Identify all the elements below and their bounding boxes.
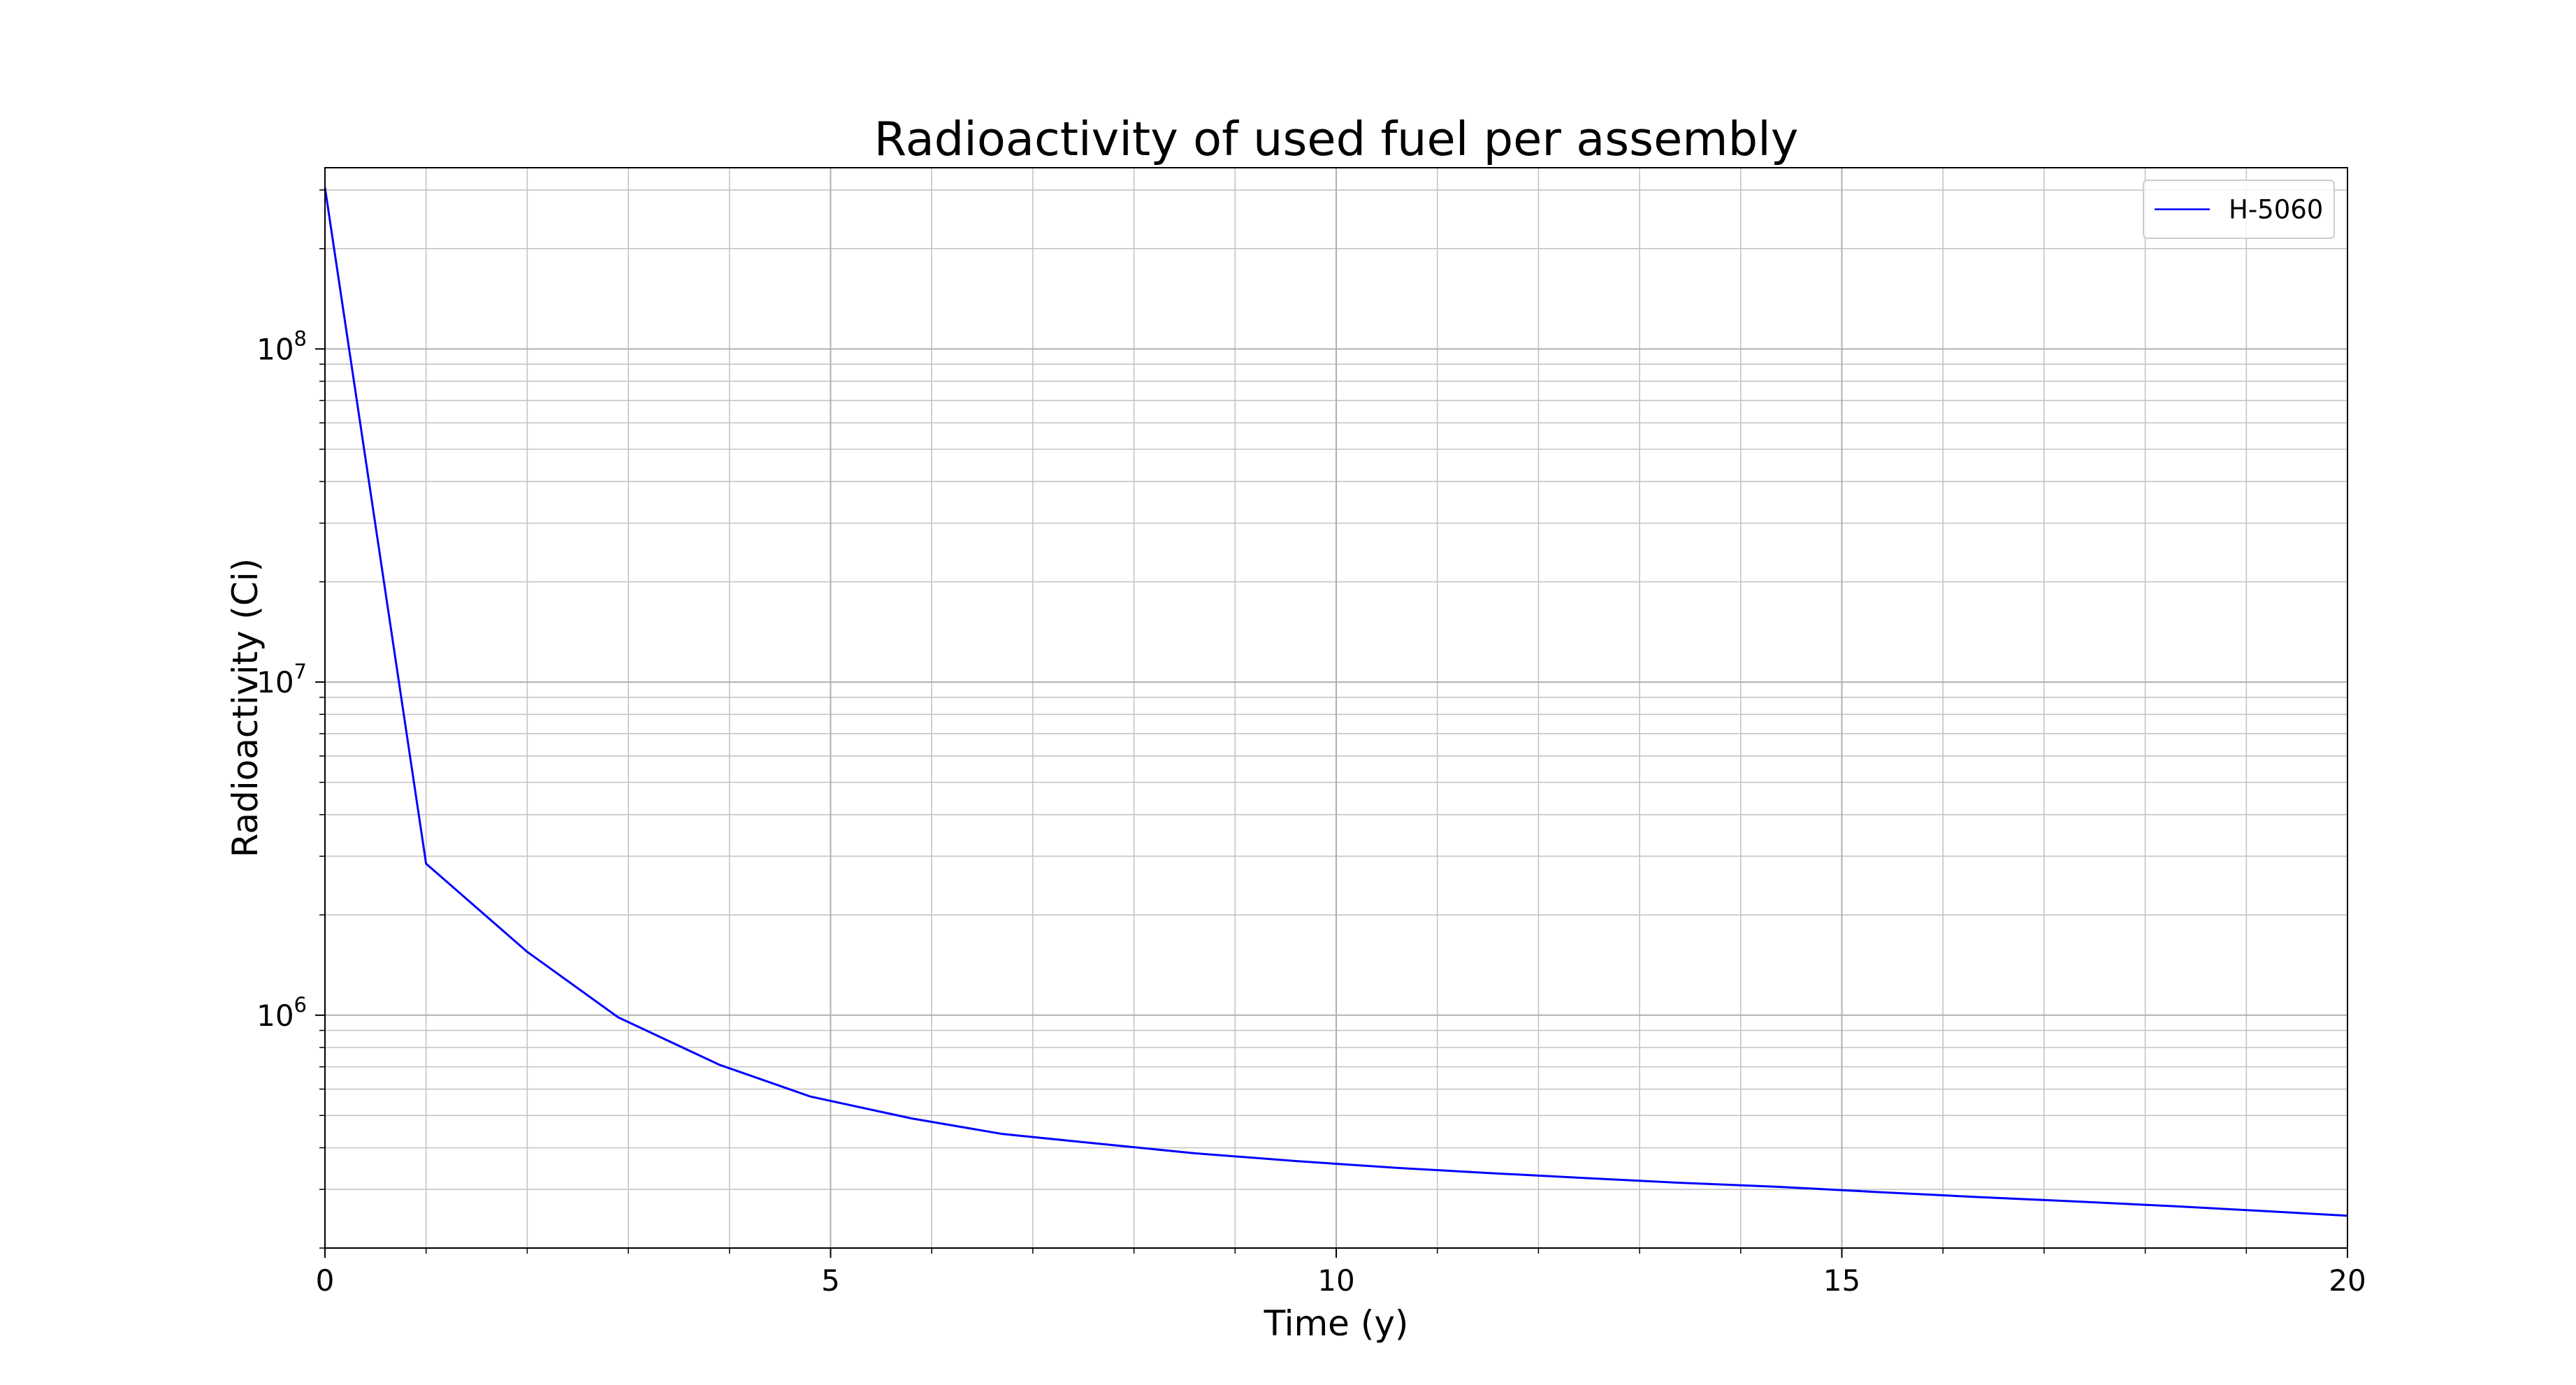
- y-tick-label: 108: [256, 326, 307, 366]
- y-axis-label: Radioactivity (Ci): [225, 558, 266, 858]
- x-tick-label: 15: [1823, 1263, 1860, 1298]
- series-line: [324, 187, 2348, 1217]
- chart-title: Radioactivity of used fuel per assembly: [874, 112, 1799, 166]
- y-tick-label: 107: [256, 660, 307, 699]
- x-axis-label: Time (y): [1264, 1303, 1409, 1344]
- legend-entry-label: H-5060: [2229, 195, 2323, 225]
- legend-box: [2143, 180, 2335, 239]
- legend: H-5060: [2143, 180, 2335, 239]
- x-tick-label: 20: [2329, 1263, 2366, 1298]
- x-tick-label: 10: [1317, 1263, 1354, 1298]
- x-tick-labels: 0 5 10 15 20: [316, 1263, 2366, 1298]
- y-tick-labels: 106 107 108: [256, 326, 307, 1032]
- x-tick-label: 5: [821, 1263, 840, 1298]
- x-tick-label: 0: [316, 1263, 335, 1298]
- series-layer: [324, 187, 2348, 1217]
- axis-ticks: [315, 189, 2348, 1258]
- y-tick-label: 106: [256, 993, 307, 1033]
